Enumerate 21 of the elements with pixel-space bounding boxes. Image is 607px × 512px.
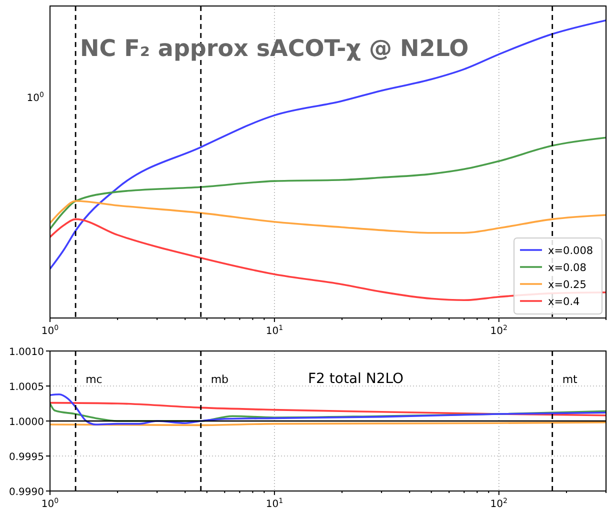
text: F2 total N2LO xyxy=(308,371,404,387)
x-tick-label: 10$^{0}$ xyxy=(41,324,59,337)
y-tick-label: 1.0000 xyxy=(9,417,44,428)
legend-label: x=0.25 xyxy=(548,279,586,291)
y-tick-label: 0.9995 xyxy=(9,452,44,463)
legend-label: x=0.008 xyxy=(548,245,594,257)
x-tick-label: 10$^{2}$ xyxy=(490,497,508,510)
text: NC F₂ approx sACOT-χ @ N2LO xyxy=(80,36,469,62)
y-tick-label: 0.9990 xyxy=(9,487,44,498)
ref-line-label: mt xyxy=(562,373,578,386)
x-tick-label: 10$^{0}$ xyxy=(41,497,59,510)
legend-label: x=0.08 xyxy=(548,262,586,274)
x-tick-label: 10$^{1}$ xyxy=(266,324,284,337)
x-tick-label: 10$^{2}$ xyxy=(490,324,508,337)
ref-line-label: mb xyxy=(210,373,229,386)
y-tick-label: 1.0005 xyxy=(9,382,44,393)
y-tick-label: 1.0010 xyxy=(9,347,44,358)
text: 10$^{0}$ xyxy=(26,91,44,104)
legend-label: x=0.4 xyxy=(548,296,580,308)
x-tick-label: 10$^{1}$ xyxy=(266,497,284,510)
ref-line-label: mc xyxy=(86,373,102,386)
